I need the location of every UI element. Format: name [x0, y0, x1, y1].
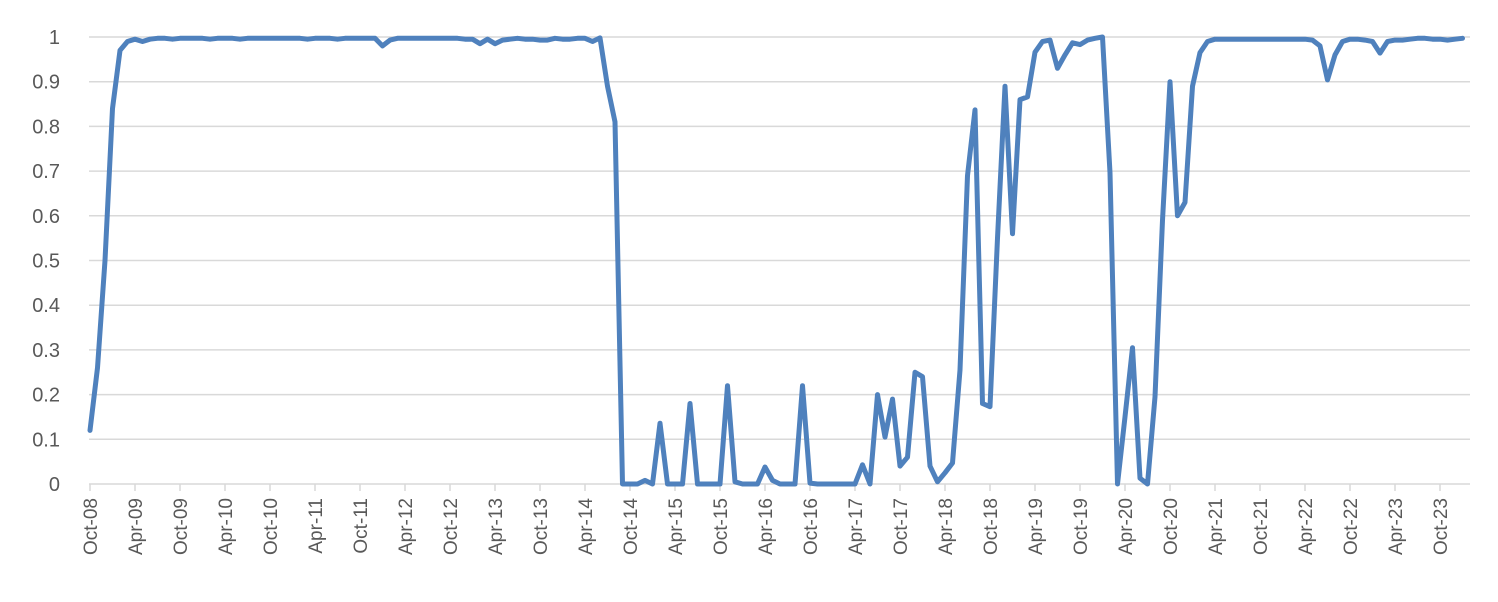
x-tick-label: Oct-22 [1341, 498, 1362, 555]
x-tick-label: Oct-09 [171, 498, 192, 555]
x-tick-label: Oct-20 [1161, 498, 1182, 555]
x-tick-label: Oct-21 [1251, 498, 1272, 555]
y-tick-label: 0.7 [32, 161, 60, 183]
x-tick-label: Apr-13 [486, 498, 507, 555]
x-tick-label: Apr-20 [1116, 498, 1137, 555]
y-tick-label: 0.6 [32, 206, 60, 228]
x-tick-label: Oct-17 [891, 498, 912, 555]
x-tick-label: Apr-21 [1206, 498, 1227, 555]
y-axis-labels: 0 0.1 0.2 0.3 0.4 0.5 0.6 0.7 0.8 0.9 1 [32, 27, 60, 496]
x-tick-label: Oct-10 [261, 498, 282, 555]
x-tick-label: Apr-11 [306, 498, 327, 554]
x-tick-label: Apr-09 [126, 498, 147, 555]
gridlines [89, 36, 1470, 485]
x-tick-label: Apr-15 [666, 498, 687, 555]
x-tick-label: Oct-15 [711, 498, 732, 555]
x-tick-label: Apr-17 [846, 498, 867, 555]
x-tick-label: Apr-12 [396, 498, 417, 555]
y-tick-label: 0 [49, 474, 60, 496]
x-tick-label: Oct-19 [1071, 498, 1092, 555]
x-tick-label: Oct-12 [441, 498, 462, 555]
x-tick-label: Oct-11 [351, 498, 372, 554]
y-tick-label: 0.5 [32, 251, 60, 273]
x-tick-label: Apr-22 [1296, 498, 1317, 555]
series-line [87, 34, 1465, 487]
x-tick-label: Oct-14 [621, 498, 642, 555]
x-tick-label: Oct-16 [801, 498, 822, 555]
y-tick-label: 0.9 [32, 72, 60, 94]
x-tick-label: Oct-23 [1431, 498, 1452, 555]
y-tick-label: 0.4 [32, 295, 60, 317]
x-tick-label: Apr-23 [1386, 498, 1407, 555]
y-tick-label: 0.1 [32, 429, 60, 451]
y-tick-label: 1 [49, 27, 60, 49]
x-tick-label: Apr-18 [936, 498, 957, 555]
x-tick-label: Oct-18 [981, 498, 1002, 555]
x-axis: Oct-08 Apr-09 Oct-09 Apr-10 Oct-10 Apr-11 Oct-… [81, 484, 1452, 555]
x-tick-label: Apr-14 [576, 498, 597, 555]
y-tick-label: 0.3 [32, 340, 60, 362]
x-tick-label: Apr-16 [756, 498, 777, 555]
y-tick-label: 0.8 [32, 116, 60, 138]
x-tick-label: Oct-08 [81, 498, 102, 555]
series [87, 34, 1465, 487]
y-tick-label: 0.2 [32, 385, 60, 407]
x-tick-label: Oct-13 [531, 498, 552, 555]
x-tick-label: Apr-19 [1026, 498, 1047, 555]
x-tick-label: Apr-10 [216, 498, 237, 555]
